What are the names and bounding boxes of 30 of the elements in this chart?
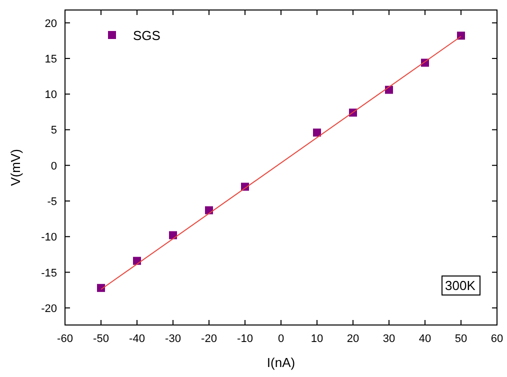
- y-tick-label: 5: [50, 124, 57, 137]
- y-axis-title: V(mV): [8, 149, 23, 186]
- x-tick-label: 20: [346, 333, 360, 345]
- point: [457, 32, 465, 40]
- point: [313, 128, 321, 137]
- y-tick-label: -5: [47, 196, 57, 208]
- x-tick-label: 60: [490, 333, 504, 345]
- x-tick-label: 50: [454, 333, 468, 345]
- x-tick-label: 30: [382, 333, 396, 345]
- x-tick-label: 40: [418, 333, 432, 345]
- legend-label: SGS: [133, 28, 161, 43]
- y-tick-label: -20: [41, 302, 57, 315]
- x-tick-label: -50: [93, 333, 109, 345]
- x-tick-label: -30: [165, 333, 181, 345]
- y-tick-label: 15: [44, 53, 57, 66]
- y-tick-label: 0: [50, 160, 57, 172]
- x-tick-label: 0: [278, 333, 284, 345]
- x-tick-label: -20: [201, 333, 217, 345]
- x-tick-label: 10: [310, 333, 324, 345]
- x-tick-label: -10: [237, 333, 253, 345]
- point: [169, 231, 177, 240]
- x-axis-title: I(nA): [266, 355, 296, 370]
- point: [97, 284, 105, 292]
- y-tick-label: 20: [44, 18, 57, 30]
- x-tick-label: -60: [57, 333, 73, 345]
- y-tick-label: -10: [41, 232, 57, 244]
- y-tick-label: -15: [41, 267, 57, 280]
- annotation: 300K: [445, 278, 476, 293]
- x-tick-label: -40: [129, 333, 145, 345]
- y-tick-label: 10: [44, 89, 57, 102]
